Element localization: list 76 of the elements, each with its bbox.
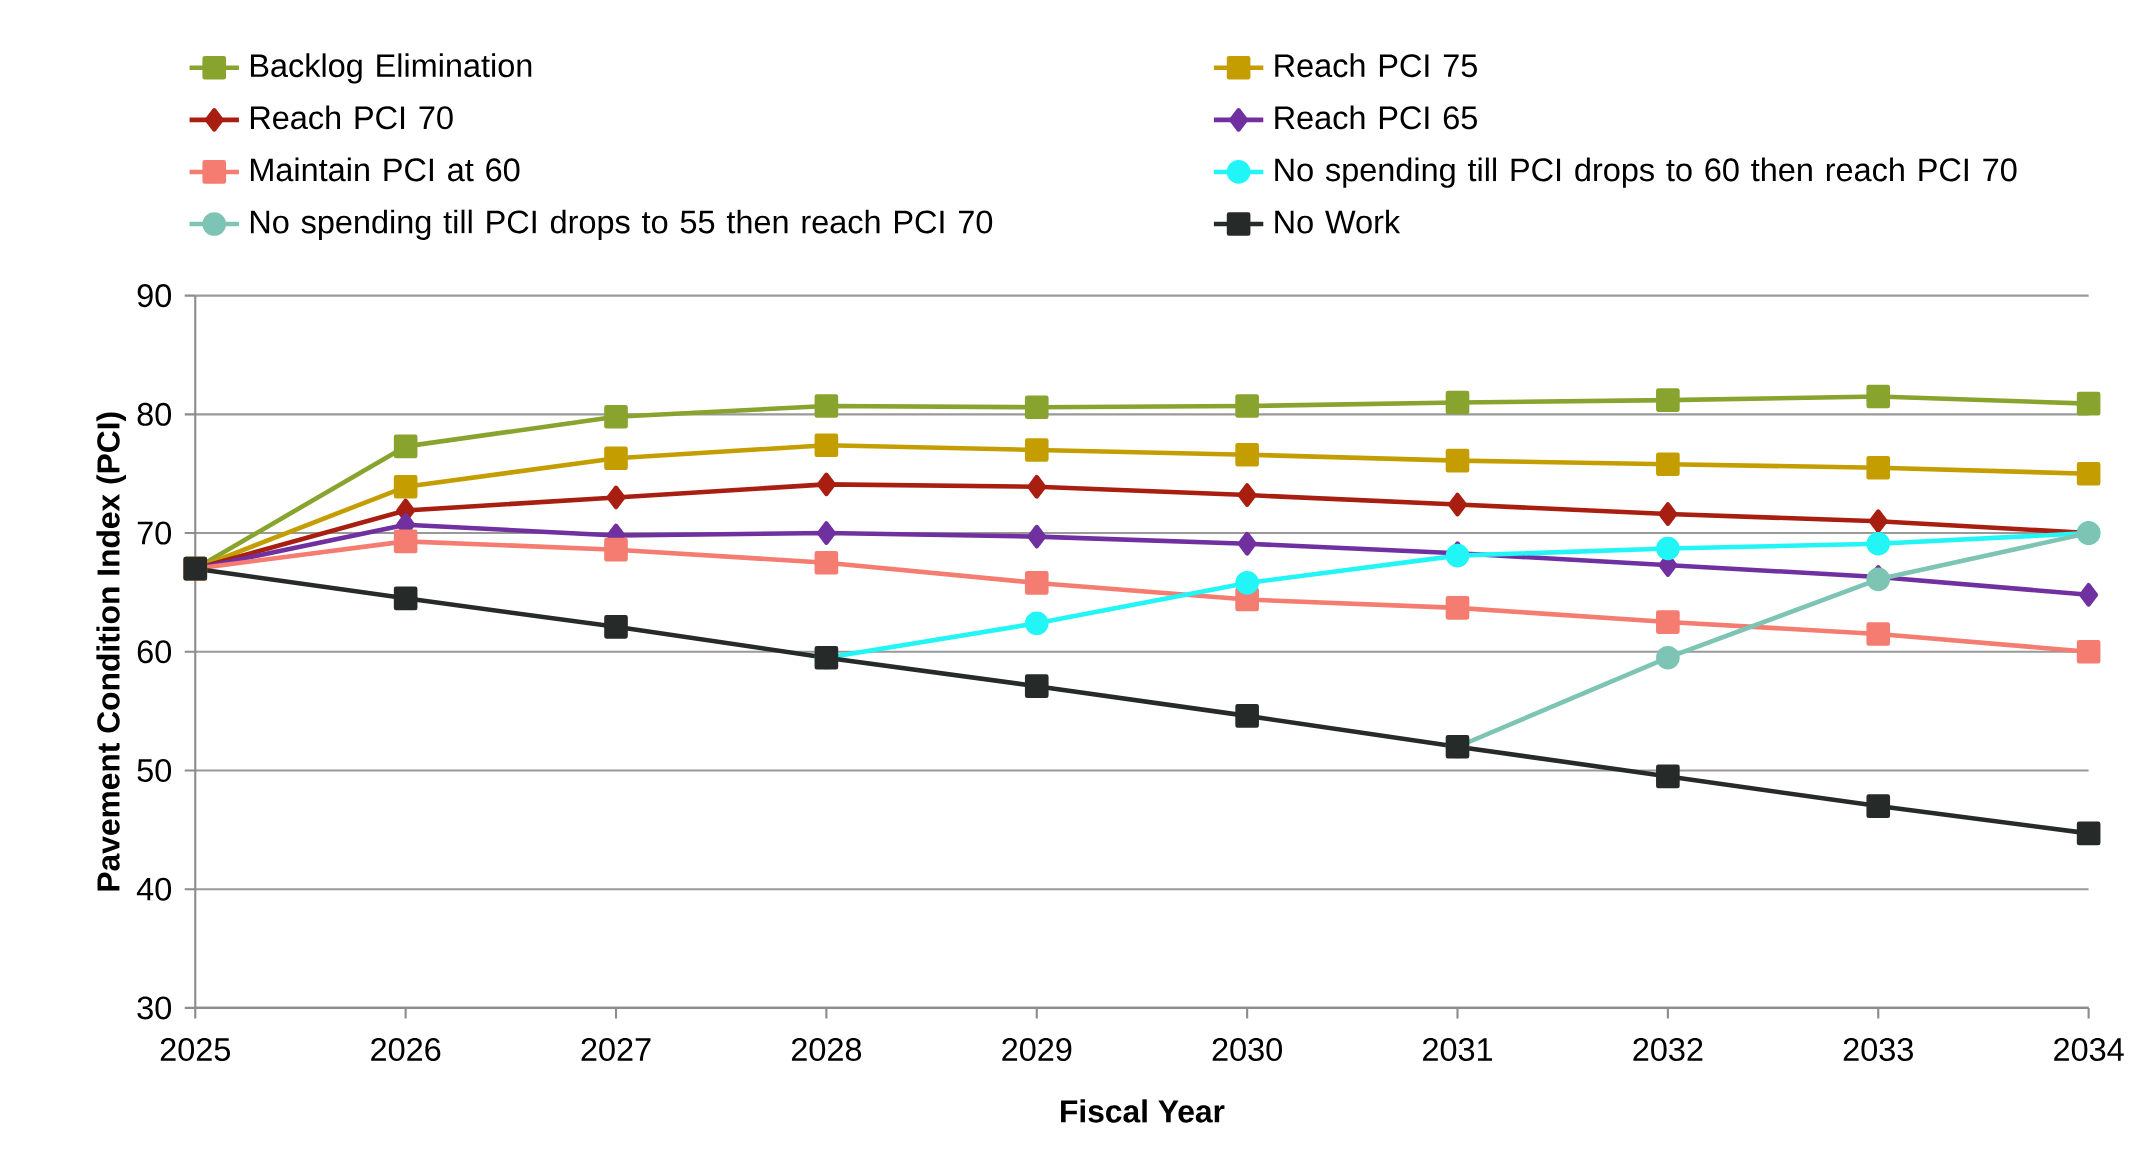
point	[1024, 438, 1049, 462]
point	[2076, 821, 2101, 846]
y-tick-label: 30	[137, 996, 172, 1020]
point	[1656, 645, 1680, 670]
point	[604, 446, 628, 471]
point	[1656, 388, 1680, 412]
point	[816, 521, 836, 545]
point	[1024, 571, 1049, 595]
legend-label: Reach PCI 70	[250, 105, 453, 130]
y-tick-label: 40	[136, 877, 172, 901]
point	[814, 394, 839, 418]
x-tick-label: 2030	[1212, 1038, 1282, 1062]
x-tick-label: 2033	[1843, 1038, 1913, 1062]
point	[1235, 394, 1259, 418]
point	[1024, 611, 1049, 636]
point	[1235, 704, 1259, 728]
point	[1656, 452, 1680, 477]
y-tick-label: 90	[137, 284, 172, 308]
x-tick-label: 2025	[160, 1038, 231, 1062]
point	[814, 550, 839, 575]
x-tick-label: 2029	[1002, 1038, 1072, 1062]
y-tick-label: 50	[137, 759, 172, 783]
point	[814, 433, 839, 458]
point	[1027, 474, 1047, 499]
legend-label: Reach PCI 65	[1275, 105, 1477, 130]
y-axis-title: Pavement Condition Index (PCI)	[96, 412, 126, 891]
point	[604, 404, 628, 429]
legend-label: No spending till PCI drops to 55 then reach PCI 70	[250, 209, 993, 240]
point	[1024, 674, 1049, 699]
point	[1656, 536, 1680, 561]
point	[1866, 622, 1891, 646]
point	[1866, 794, 1891, 818]
point	[393, 434, 418, 459]
point	[393, 474, 418, 499]
point	[1027, 524, 1047, 549]
legend-label: No Work	[1275, 209, 1401, 234]
point	[1235, 442, 1259, 467]
point	[2079, 583, 2099, 607]
point	[604, 537, 628, 562]
point	[604, 615, 628, 639]
point	[393, 529, 418, 554]
point	[1866, 384, 1891, 409]
point	[1445, 596, 1470, 620]
y-tick-label: 70	[137, 521, 172, 545]
point	[816, 472, 836, 497]
point	[1235, 571, 1259, 595]
point	[1868, 509, 1888, 534]
x-tick-label: 2028	[791, 1038, 862, 1062]
legend-label: No spending till PCI drops to 60 then reach PCI 70	[1275, 157, 2017, 188]
legend-label: Backlog Elimination	[250, 53, 532, 84]
point	[1237, 483, 1257, 507]
y-tick-label: 80	[137, 402, 172, 426]
point	[1024, 395, 1049, 420]
x-axis-title: Fiscal Year	[1061, 1099, 1225, 1123]
x-tick-label: 2034	[2054, 1038, 2124, 1062]
legend-label: Reach PCI 75	[1275, 53, 1477, 78]
point	[1445, 448, 1470, 473]
point	[1445, 390, 1470, 415]
legend-label: Maintain PCI at 60	[250, 157, 520, 182]
point	[1658, 502, 1678, 526]
x-tick-label: 2027	[581, 1038, 651, 1062]
x-tick-label: 2031	[1423, 1038, 1493, 1062]
point	[2076, 391, 2101, 416]
point	[1448, 492, 1467, 517]
point	[1656, 764, 1680, 789]
point	[2076, 461, 2101, 486]
point	[1656, 610, 1680, 634]
point	[393, 586, 418, 611]
point	[1866, 531, 1891, 556]
x-tick-label: 2026	[371, 1038, 441, 1062]
point	[2076, 639, 2101, 664]
point	[1866, 455, 1891, 480]
y-tick-label: 60	[137, 640, 172, 664]
point	[606, 485, 626, 510]
x-tick-label: 2032	[1633, 1038, 1703, 1062]
point	[1237, 531, 1257, 556]
